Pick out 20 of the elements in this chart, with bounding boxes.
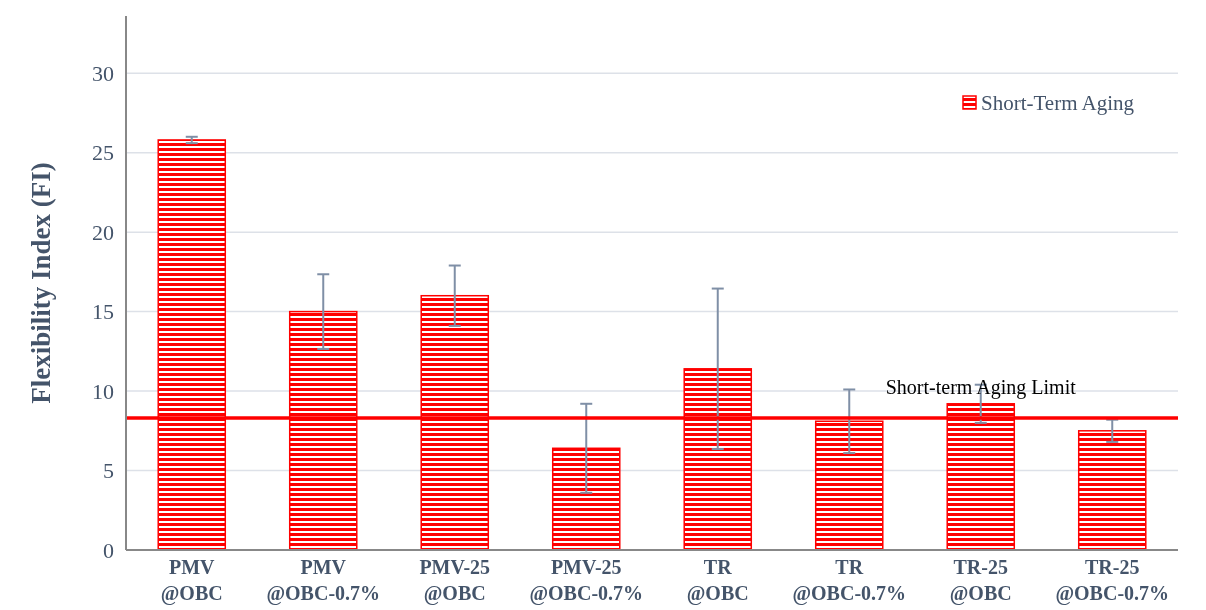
y-tick-label: 30 — [92, 60, 114, 86]
x-tick-label: TR @OBC — [686, 556, 749, 605]
x-tick-label: TR-25 @OBC-0.7% — [1055, 556, 1170, 605]
x-tick-label: PMV @OBC — [160, 556, 223, 605]
x-tick-label: PMV-25 @OBC — [419, 556, 491, 605]
y-tick-label: 10 — [92, 378, 114, 404]
x-tick-label: TR-25 @OBC — [949, 556, 1012, 605]
y-tick-label: 0 — [103, 537, 114, 563]
legend-label: Short-Term Aging — [981, 91, 1135, 116]
y-tick-label: 15 — [92, 299, 114, 325]
y-tick-label: 20 — [92, 219, 114, 245]
y-axis-title: Flexibility Index (FI) — [26, 162, 56, 404]
x-tick-label: PMV-25 @OBC-0.7% — [529, 556, 644, 605]
x-tick-label: TR @OBC-0.7% — [792, 556, 907, 605]
y-tick-label: 25 — [92, 140, 114, 166]
ref-line-label: Short-term Aging Limit — [885, 376, 1077, 400]
bar — [1077, 430, 1147, 551]
x-tick-label: PMV @OBC-0.7% — [266, 556, 381, 605]
bar — [551, 447, 621, 551]
y-tick-label: 5 — [103, 458, 114, 484]
